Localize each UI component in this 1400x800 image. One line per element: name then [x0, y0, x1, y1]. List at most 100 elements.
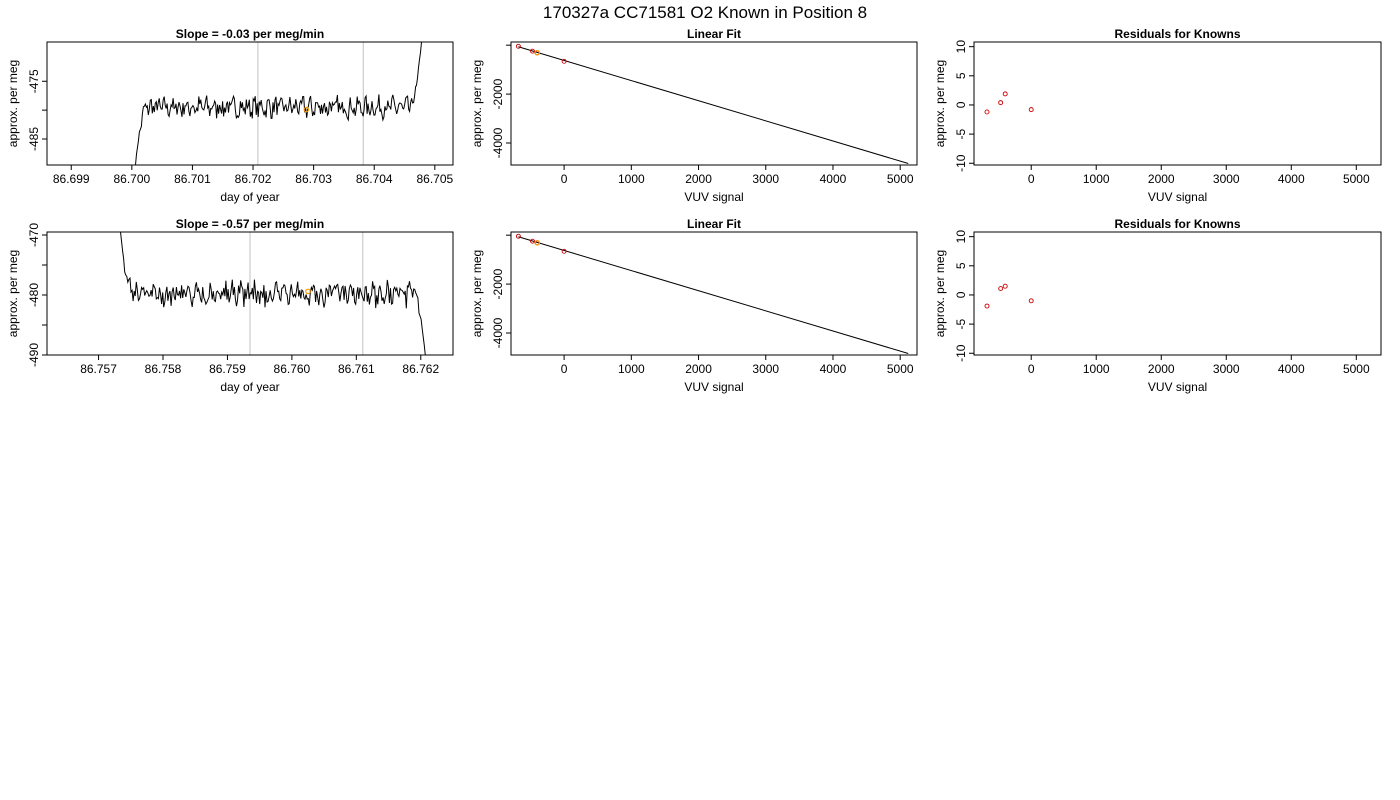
x-tick-label: 5000 — [1343, 172, 1370, 186]
panel-5: Linear Fit 0 1000 2000 3000 4000 5000 -2000 -400… — [470, 217, 918, 394]
y-tick-label: -10 — [954, 154, 968, 172]
y-tick-label: -480 — [27, 283, 41, 307]
y-tick-label: -485 — [27, 127, 41, 151]
y-axis-label: approx. per meg — [933, 250, 947, 337]
figure-main-title: 170327a CC71581 O2 Known in Position 8 — [543, 3, 867, 22]
x-tick-label: 4000 — [820, 362, 847, 376]
y-tick-label: 5 — [954, 262, 968, 269]
chart-title: Linear Fit — [687, 217, 741, 231]
data-point — [530, 48, 535, 54]
plot-frame — [46, 231, 454, 356]
data-point — [984, 303, 990, 309]
plot-area — [984, 91, 1034, 115]
highlight-point — [534, 49, 541, 56]
data-point — [561, 58, 567, 64]
x-tick-label: 3000 — [752, 362, 779, 376]
x-axis-label: VUV signal — [684, 380, 743, 394]
chart-title: Slope = -0.03 per meg/min — [176, 27, 324, 41]
plot-frame — [973, 41, 1382, 166]
x-tick-label: 0 — [561, 172, 568, 186]
panel-2: Linear Fit 0 1000 2000 3000 4000 5000 -2000 -400… — [470, 27, 918, 204]
panel-1: Slope = -0.03 per meg/min 86.699 86.700 86.… — [6, 27, 454, 204]
plot-frame — [973, 231, 1382, 356]
x-tick-label: 2000 — [1148, 172, 1175, 186]
x-axis-label: VUV signal — [1148, 380, 1207, 394]
x-tick-label: 86.703 — [295, 172, 332, 186]
panel-3: Residuals for Knowns 0 1000 2000 3000 4000 500… — [933, 27, 1382, 204]
x-tick-label: 3000 — [752, 172, 779, 186]
x-tick-label: 2000 — [685, 362, 712, 376]
x-tick-label: 1000 — [1083, 172, 1110, 186]
x-tick-label: 86.702 — [235, 172, 272, 186]
x-tick-label: 3000 — [1213, 172, 1240, 186]
data-point — [1028, 298, 1034, 304]
plot-area — [120, 232, 426, 355]
x-tick-label: 2000 — [685, 172, 712, 186]
x-tick-label: 4000 — [820, 172, 847, 186]
x-axis-label: day of year — [220, 190, 279, 204]
plot-frame — [510, 41, 918, 166]
x-tick-label: 5000 — [887, 172, 914, 186]
data-point — [1028, 107, 1034, 113]
x-tick-label: 86.759 — [209, 362, 246, 376]
x-tick-label: 86.762 — [402, 362, 439, 376]
x-tick-label: 2000 — [1148, 362, 1175, 376]
x-tick-label: 86.699 — [53, 172, 90, 186]
panels-group: Slope = -0.03 per meg/min 86.699 86.700 86.… — [6, 27, 1382, 394]
y-tick-label: -5 — [954, 318, 968, 329]
chart-title: Slope = -0.57 per meg/min — [176, 217, 324, 231]
y-tick-label: -4000 — [491, 127, 505, 158]
plot-area — [515, 233, 909, 355]
panel-4: Slope = -0.57 per meg/min 86.757 86.758 86.… — [6, 217, 454, 394]
y-tick-label: -5 — [954, 128, 968, 139]
highlight-point — [534, 239, 541, 246]
highlight-point — [303, 106, 310, 113]
x-tick-label: 86.761 — [338, 362, 375, 376]
x-tick-label: 1000 — [618, 362, 645, 376]
y-tick-label: -2000 — [491, 268, 505, 299]
x-tick-label: 4000 — [1278, 172, 1305, 186]
x-tick-label: 1000 — [1083, 362, 1110, 376]
y-tick-label: 0 — [954, 101, 968, 108]
data-point — [1002, 283, 1008, 289]
y-tick-label: 5 — [954, 72, 968, 79]
data-point — [515, 233, 521, 239]
x-axis-label: VUV signal — [1148, 190, 1207, 204]
y-tick-label: -2000 — [491, 78, 505, 109]
plot-frame — [46, 41, 454, 166]
x-axis-label: day of year — [220, 380, 279, 394]
x-tick-label: 0 — [561, 362, 568, 376]
x-tick-label: 86.758 — [145, 362, 182, 376]
fit-line — [518, 46, 909, 165]
y-tick-label: 10 — [954, 40, 968, 54]
x-tick-label: 86.704 — [356, 172, 393, 186]
data-point — [1002, 91, 1008, 97]
series-line — [135, 42, 422, 165]
chart-title: Linear Fit — [687, 27, 741, 41]
y-tick-label: -10 — [954, 344, 968, 362]
x-tick-label: 86.760 — [274, 362, 311, 376]
y-tick-label: -470 — [27, 223, 41, 247]
fit-line — [518, 236, 909, 355]
y-tick-label: 10 — [954, 230, 968, 244]
x-tick-label: 5000 — [1343, 362, 1370, 376]
data-point — [984, 109, 990, 115]
plot-frame — [510, 231, 918, 356]
y-tick-label: 0 — [954, 291, 968, 298]
x-tick-label: 86.700 — [113, 172, 150, 186]
x-tick-label: 1000 — [618, 172, 645, 186]
x-tick-label: 0 — [1028, 172, 1035, 186]
y-axis-label: approx. per meg — [470, 250, 484, 337]
highlight-point — [305, 288, 311, 295]
y-axis-label: approx. per meg — [470, 60, 484, 147]
y-axis-label: approx. per meg — [6, 60, 20, 147]
x-tick-label: 4000 — [1278, 362, 1305, 376]
x-tick-label: 86.757 — [80, 362, 117, 376]
y-tick-label: -475 — [27, 69, 41, 93]
x-tick-label: 0 — [1028, 362, 1035, 376]
data-point — [515, 43, 521, 49]
x-tick-label: 86.701 — [174, 172, 211, 186]
data-point — [998, 286, 1004, 291]
y-tick-label: -490 — [27, 343, 41, 367]
